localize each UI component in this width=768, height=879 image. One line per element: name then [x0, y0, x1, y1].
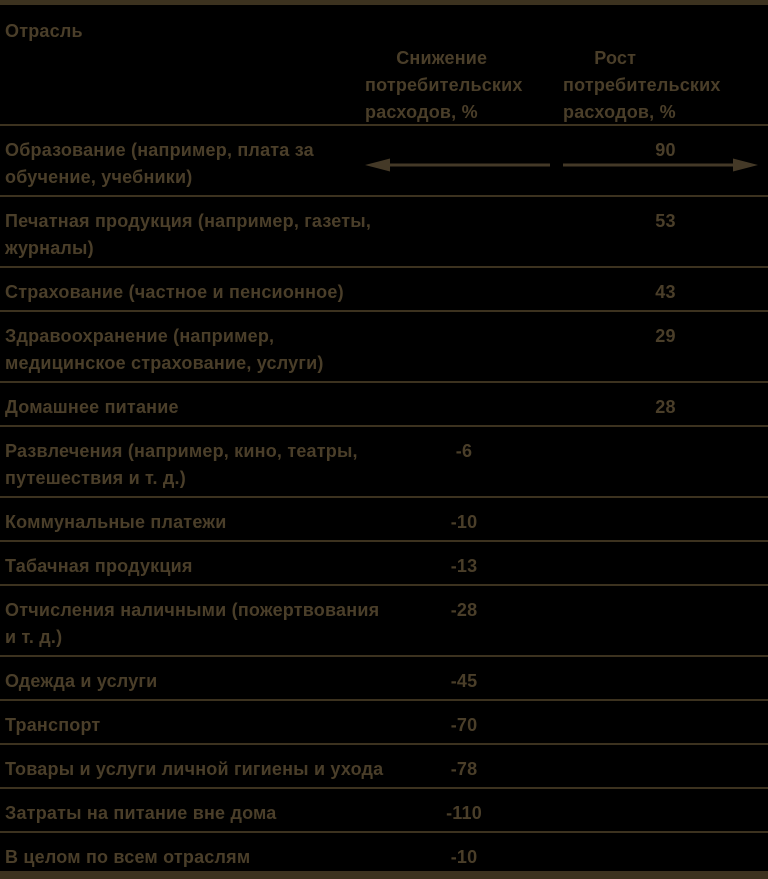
industry-cell: Развлечения (например, кино, театры, пут…	[5, 441, 358, 488]
decrease-value-cell	[365, 383, 563, 425]
header-increase-label: Рост потребительских расходов, %	[563, 48, 721, 122]
header-decrease: Снижение потребительских расходов, %	[365, 5, 563, 172]
industry-cell: Табачная продукция	[5, 556, 193, 576]
industry-cell: Одежда и услуги	[5, 671, 158, 691]
increase-value-cell: 29	[655, 326, 676, 346]
industry-cell: Здравоохранение (например, медицинское с…	[5, 326, 324, 373]
industry-cell: Домашнее питание	[5, 397, 179, 417]
industry-cell: Затраты на питание вне дома	[5, 803, 277, 823]
increase-value-cell	[563, 542, 768, 584]
header-increase: Рост потребительских расходов, %	[563, 5, 768, 172]
table-row: Образование (например, плата за обучение…	[0, 126, 768, 197]
table-row: Товары и услуги личной гигиены и ухода -…	[0, 745, 768, 789]
table-row: Отчисления наличными (пожертвования и т.…	[0, 586, 768, 657]
decrease-value-cell: -45	[450, 671, 478, 691]
table-row: Одежда и услуги -45	[0, 657, 768, 701]
increase-value-cell: 43	[655, 282, 676, 302]
table-row: Транспорт -70	[0, 701, 768, 745]
industry-cell: Страхование (частное и пенсионное)	[5, 282, 344, 302]
table-row: Коммунальные платежи -10	[0, 498, 768, 542]
left-arrow-icon	[365, 103, 550, 172]
industry-cell: Транспорт	[5, 715, 101, 735]
industry-cell: Товары и услуги личной гигиены и ухода	[5, 759, 384, 779]
increase-value-cell	[563, 498, 768, 540]
increase-value-cell	[563, 789, 768, 831]
increase-value-cell	[563, 657, 768, 699]
header-industry: Отрасль	[5, 21, 83, 41]
table-row: Развлечения (например, кино, театры, пут…	[0, 427, 768, 498]
decrease-value-cell: -10	[450, 512, 478, 532]
decrease-value-cell: -13	[450, 556, 478, 576]
increase-value-cell	[563, 833, 768, 871]
right-arrow-icon	[563, 103, 758, 172]
increase-value-cell	[563, 745, 768, 787]
table-row: Табачная продукция -13	[0, 542, 768, 586]
header-decrease-label: Снижение потребительских расходов, %	[365, 48, 523, 122]
increase-value-cell	[563, 586, 768, 655]
decrease-value-cell: -110	[446, 803, 482, 823]
industry-cell: Печатная продукция (например, газеты, жу…	[5, 211, 372, 258]
table-row: Домашнее питание 28	[0, 383, 768, 427]
table-rows: Образование (например, плата за обучение…	[0, 126, 768, 873]
increase-value-cell: 53	[655, 211, 676, 231]
decrease-value-cell	[365, 268, 563, 310]
table-row: Печатная продукция (например, газеты, жу…	[0, 197, 768, 268]
decrease-value-cell	[365, 312, 563, 381]
decrease-value-cell: -6	[455, 441, 473, 461]
increase-value-cell	[563, 701, 768, 743]
increase-value-cell	[563, 427, 768, 496]
decrease-value-cell: -70	[450, 715, 478, 735]
increase-value-cell: 28	[655, 397, 676, 417]
table-row: В целом по всем отраслям -10	[0, 833, 768, 873]
decrease-value-cell: -28	[450, 600, 478, 620]
industry-cell: В целом по всем отраслям	[5, 847, 251, 867]
table-row: Затраты на питание вне дома -110	[0, 789, 768, 833]
industry-cell: Образование (например, плата за обучение…	[5, 140, 314, 187]
table-header: Отрасль Снижение потребительских расходо…	[0, 5, 768, 172]
decrease-value-cell: -10	[450, 847, 478, 867]
decrease-value-cell: -78	[450, 759, 478, 779]
industry-cell: Отчисления наличными (пожертвования и т.…	[5, 600, 380, 647]
industry-cell: Коммунальные платежи	[5, 512, 227, 532]
table-row: Страхование (частное и пенсионное) 43	[0, 268, 768, 312]
table-row: Здравоохранение (например, медицинское с…	[0, 312, 768, 383]
increase-value-cell: 90	[655, 140, 676, 160]
